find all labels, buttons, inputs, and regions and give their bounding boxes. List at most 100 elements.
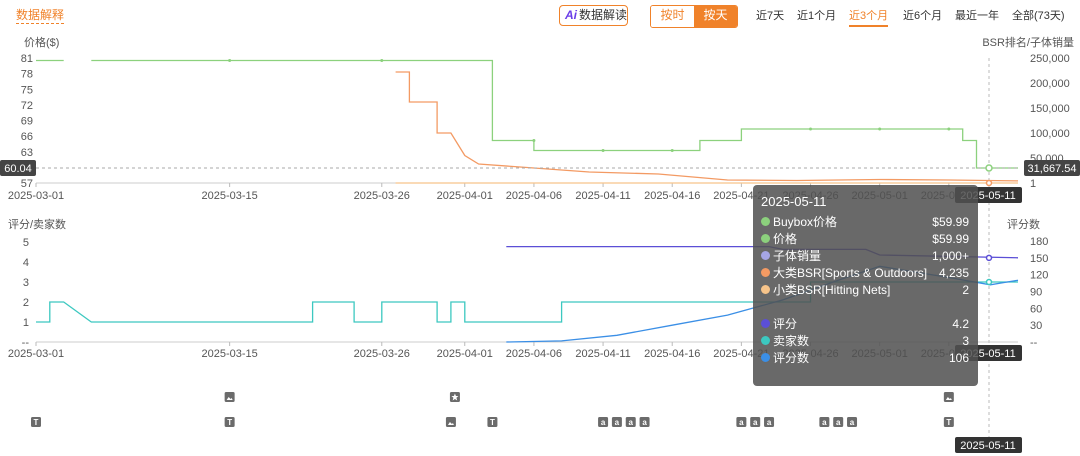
a-event-icon[interactable]: a	[847, 417, 858, 427]
a-event-icon[interactable]: a	[833, 417, 844, 427]
a-event-icon[interactable]: a	[750, 417, 761, 427]
tooltip-row: 小类BSR[Hitting Nets] 2	[761, 281, 969, 298]
series-line-child-sales	[36, 59, 1018, 169]
tooltip-series-name: Buybox价格	[773, 215, 838, 229]
y-left-tick-label: 3	[23, 277, 29, 289]
y-axis-right-label: BSR排名/子体销量	[982, 35, 1074, 49]
y-right-tick-label: 100,000	[1030, 128, 1070, 140]
tooltip-series-name: 小类BSR[Hitting Nets]	[773, 283, 891, 297]
crosshair-right-badge	[1024, 160, 1080, 176]
ai-interpret-button[interactable]: Ai 数据解读	[559, 5, 628, 26]
svg-text:T: T	[34, 418, 39, 427]
y-left-tick-label: 75	[21, 84, 33, 96]
tooltip-series-name: 评分数	[773, 351, 810, 365]
by-day-button[interactable]: 按天	[694, 6, 737, 27]
svg-text:a: a	[753, 418, 758, 427]
star-event-icon[interactable]	[449, 392, 460, 402]
series-point	[878, 127, 882, 131]
tooltip-row: 价格 $59.99	[761, 230, 969, 247]
tooltip-series-value: 4.2	[952, 316, 969, 331]
x-tick-label: 2025-04-01	[437, 348, 493, 360]
legend-dot-icon	[761, 234, 770, 243]
tooltip-row: 大类BSR[Sports & Outdoors] 4,235	[761, 264, 969, 281]
crosshair-right-value: 31,667.54	[1028, 163, 1077, 175]
range-all-tab[interactable]: 全部(73天)	[1012, 10, 1065, 22]
tooltip-series-value: $59.99	[932, 214, 969, 229]
bottom-date-value: 2025-05-11	[960, 440, 1015, 452]
a-event-icon[interactable]: a	[639, 417, 650, 427]
svg-text:a: a	[629, 418, 634, 427]
range-3m-tab[interactable]: 近3个月	[849, 9, 889, 27]
image-event-icon[interactable]	[224, 392, 235, 402]
data-explain-link[interactable]: 数据解释	[16, 8, 65, 24]
y-right-tick-label: 60	[1030, 303, 1042, 315]
tooltip-series-value: 2	[962, 282, 969, 297]
y-left-tick-label: 66	[21, 131, 33, 143]
range-7d-tab[interactable]: 近7天	[756, 10, 785, 22]
tooltip-series-name: 子体销量	[773, 249, 822, 263]
x-tick-label: 2025-03-15	[201, 348, 257, 360]
a-event-icon[interactable]: a	[764, 417, 775, 427]
legend-dot-icon	[761, 251, 770, 260]
tooltip-series-value: 3	[962, 333, 969, 348]
a-event-icon[interactable]: a	[736, 417, 747, 427]
x-tick-label: 2025-04-16	[644, 348, 700, 360]
series-point	[601, 149, 605, 152]
image-event-icon[interactable]	[943, 392, 954, 402]
tooltip-series-value: 4,235	[938, 265, 969, 280]
svg-text:T: T	[490, 418, 495, 427]
a-event-icon[interactable]: a	[819, 417, 830, 427]
tooltip-series-name: 大类BSR[Sports & Outdoors]	[773, 266, 928, 280]
legend-dot-icon	[761, 268, 770, 277]
y-left-tick-label: 2	[23, 297, 29, 309]
a-event-icon[interactable]: a	[625, 417, 636, 427]
tooltip-row: Buybox价格 $59.99	[761, 213, 969, 230]
x-tick-label: 2025-03-01	[8, 190, 64, 202]
svg-text:T: T	[227, 418, 232, 427]
crosshair-point	[985, 254, 993, 262]
range-1m-tab[interactable]: 近1个月	[797, 10, 837, 22]
series-line-big-bsr	[395, 71, 1019, 182]
y-axis-left-label: 评分/卖家数	[8, 217, 66, 231]
x-tick-label: 2025-03-15	[201, 190, 257, 202]
by-hour-button[interactable]: 按时	[651, 6, 694, 27]
tooltip-row: 子体销量 1,000+	[761, 247, 969, 264]
legend-dot-icon	[761, 217, 770, 226]
ai-interpret-label: 数据解读	[579, 8, 628, 22]
a-event-icon[interactable]: a	[611, 417, 622, 427]
range-1y-tab[interactable]: 最近一年	[955, 10, 999, 22]
ai-icon: Ai	[565, 8, 577, 22]
granularity-toggle: 按时 按天	[650, 5, 738, 28]
y-axis-left-label: 价格($)	[24, 35, 59, 49]
legend-dot-icon	[761, 336, 770, 345]
y-left-tick-label: 1	[23, 317, 29, 329]
series-point	[947, 127, 951, 131]
image-event-icon[interactable]	[445, 417, 456, 427]
crosshair-left-badge	[0, 160, 36, 176]
T-event-icon[interactable]: T	[224, 417, 235, 427]
svg-text:a: a	[767, 418, 772, 427]
hover-tooltip: 2025-05-11 Buybox价格 $59.99 价格 $59.99 子体销量 1,0…	[753, 185, 978, 386]
x-tick-label: 2025-04-11	[575, 348, 630, 360]
x-tick-label: 2025-03-01	[8, 348, 64, 360]
svg-text:a: a	[615, 418, 620, 427]
series-point	[380, 59, 384, 62]
series-point	[532, 139, 536, 142]
y-right-tick-label: 150	[1030, 253, 1048, 265]
y-left-tick-label: 63	[21, 147, 33, 159]
svg-text:a: a	[822, 418, 827, 427]
y-left-tick-label: 69	[21, 116, 33, 128]
tooltip-row: 评分 4.2	[761, 315, 969, 332]
range-6m-tab[interactable]: 近6个月	[903, 10, 943, 22]
y-left-tick-label: --	[22, 337, 30, 349]
T-event-icon[interactable]: T	[943, 417, 954, 427]
T-event-icon[interactable]: T	[31, 417, 41, 427]
tooltip-date: 2025-05-11	[761, 194, 827, 209]
T-event-icon[interactable]: T	[487, 417, 498, 427]
y-right-tick-label: 150,000	[1030, 103, 1070, 115]
y-left-tick-label: 5	[23, 237, 29, 249]
svg-text:a: a	[642, 418, 647, 427]
a-event-icon[interactable]: a	[598, 417, 609, 427]
y-left-tick-label: 4	[23, 257, 29, 269]
